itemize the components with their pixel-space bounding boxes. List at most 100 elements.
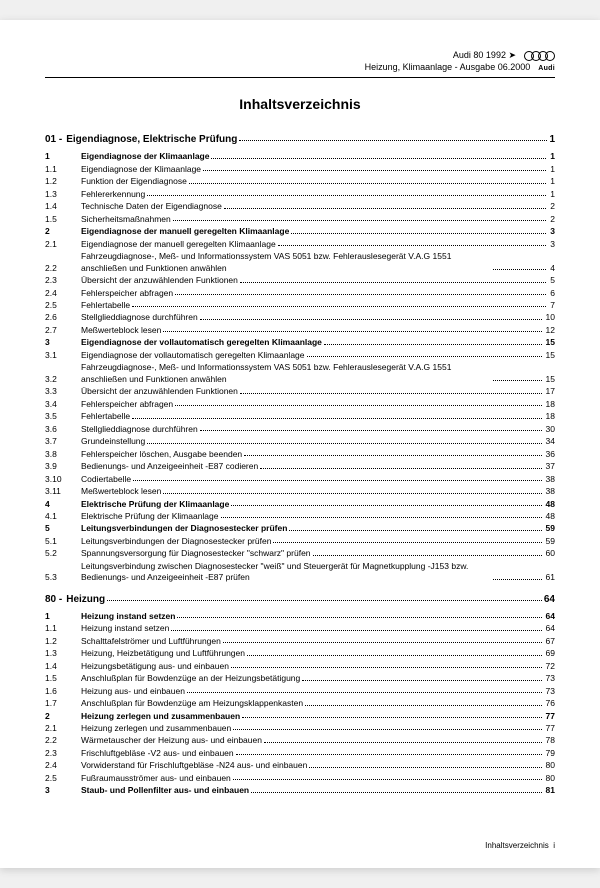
entry-title: Bedienungs- und Anzeigeeinheit -E87 codi… xyxy=(81,461,258,472)
toc-row: 2.3Übersicht der anzuwählenden Funktione… xyxy=(45,275,555,286)
entry-title: Stellglieddiagnose durchführen xyxy=(81,312,198,323)
leader-dots xyxy=(493,269,546,270)
entry-number: 2 xyxy=(45,226,81,237)
entry-page: 77 xyxy=(544,711,555,722)
entry-number: 2 xyxy=(45,711,81,722)
leader-dots xyxy=(147,195,546,196)
toc-row: 5Leitungsverbindungen der Diagnosestecke… xyxy=(45,523,555,534)
entry-page: 67 xyxy=(544,636,555,647)
entry-title: Stellglieddiagnose durchführen xyxy=(81,424,198,435)
entry-page: 15 xyxy=(544,350,555,361)
entry-number: 3.5 xyxy=(45,411,81,422)
entry-number: 3.2 xyxy=(45,374,81,385)
entry-page: 77 xyxy=(544,723,555,734)
leader-dots xyxy=(236,754,542,755)
entry-number: 5.3 xyxy=(45,572,81,583)
entry-number: 1.3 xyxy=(45,648,81,659)
entry-page: 78 xyxy=(544,735,555,746)
leader-dots xyxy=(260,468,541,469)
toc-row: 2.3Frischluftgebläse -V2 aus- und einbau… xyxy=(45,748,555,759)
entry-number: 1.4 xyxy=(45,661,81,672)
footer-label: Inhaltsverzeichnis xyxy=(485,841,549,850)
entry-title: Fehlertabelle xyxy=(81,300,130,311)
entry-title: Leitungsverbindung zwischen Diagnosestec… xyxy=(81,561,491,584)
entry-page: 80 xyxy=(544,773,555,784)
header-model: Audi 80 1992 ➤ xyxy=(453,50,516,62)
toc-row: 3Eigendiagnose der vollautomatisch gereg… xyxy=(45,337,555,348)
entry-title: Eigendiagnose der vollautomatisch gerege… xyxy=(81,350,305,361)
toc-row: 1Eigendiagnose der Klimaanlage1 xyxy=(45,151,555,162)
entry-page: 61 xyxy=(544,572,555,583)
entry-page: 15 xyxy=(544,374,555,385)
leader-dots xyxy=(187,692,542,693)
toc-row: 3.10Codiertabelle38 xyxy=(45,474,555,485)
leader-dots xyxy=(189,183,546,184)
chapter-page: 64 xyxy=(544,594,555,605)
toc-row: 3.7Grundeinstellung34 xyxy=(45,436,555,447)
entry-number: 2.2 xyxy=(45,735,81,746)
entry-number: 2.1 xyxy=(45,723,81,734)
entry-title: Heizung instand setzen xyxy=(81,623,169,634)
entry-number: 1.3 xyxy=(45,189,81,200)
entry-title: Fahrzeugdiagnose-, Meß- und Informations… xyxy=(81,251,491,274)
toc-row: 2.4Vorwiderstand für Frischluftgebläse -… xyxy=(45,760,555,771)
toc-row: 2.6Stellglieddiagnose durchführen10 xyxy=(45,312,555,323)
toc-row: 1.3Heizung, Heizbetätigung und Luftführu… xyxy=(45,648,555,659)
entry-page: 37 xyxy=(544,461,555,472)
entry-number: 4 xyxy=(45,499,81,510)
leader-dots xyxy=(224,208,546,209)
toc-row: 3Staub- und Pollenfilter aus- und einbau… xyxy=(45,785,555,796)
entry-page: 79 xyxy=(544,748,555,759)
entry-title: Heizung zerlegen und zusammenbauen xyxy=(81,711,240,722)
entry-page: 2 xyxy=(548,214,555,225)
leader-dots xyxy=(233,729,541,730)
entry-title: Spannungsversorgung für Diagnosestecker … xyxy=(81,548,311,559)
leader-dots xyxy=(289,530,541,531)
entry-number: 3.9 xyxy=(45,461,81,472)
footer-page-number: i xyxy=(553,841,555,850)
entry-page: 34 xyxy=(544,436,555,447)
chapter-title: Heizung xyxy=(66,594,105,605)
leader-dots xyxy=(177,617,541,618)
entry-number: 5 xyxy=(45,523,81,534)
toc-row: 4Elektrische Prüfung der Klimaanlage48 xyxy=(45,499,555,510)
page-title: Inhaltsverzeichnis xyxy=(45,96,555,112)
entry-title: Sicherheitsmaßnahmen xyxy=(81,214,171,225)
entry-title: Elektrische Prüfung der Klimaanlage xyxy=(81,511,219,522)
entry-page: 30 xyxy=(544,424,555,435)
leader-dots xyxy=(240,393,542,394)
entry-page: 1 xyxy=(548,151,555,162)
entry-page: 18 xyxy=(544,411,555,422)
leader-dots xyxy=(171,630,541,631)
entry-number: 2.2 xyxy=(45,263,81,274)
entry-page: 80 xyxy=(544,760,555,771)
toc-row: 3.11Meßwerteblock lesen38 xyxy=(45,486,555,497)
entry-page: 1 xyxy=(548,176,555,187)
toc-row: 2Eigendiagnose der manuell geregelten Kl… xyxy=(45,226,555,237)
toc-body: 01 -Eigendiagnose, Elektrische Prüfung11… xyxy=(45,134,555,796)
leader-dots xyxy=(244,455,541,456)
entry-title: Heizung instand setzen xyxy=(81,611,175,622)
entry-page: 48 xyxy=(544,511,555,522)
entry-number: 1 xyxy=(45,611,81,622)
leader-dots xyxy=(493,579,542,580)
leader-dots xyxy=(240,282,546,283)
entry-page: 81 xyxy=(544,785,555,796)
entry-title: Fehlertabelle xyxy=(81,411,130,422)
entry-number: 3.8 xyxy=(45,449,81,460)
toc-row: 2.2Wärmetauscher der Heizung aus- und ei… xyxy=(45,735,555,746)
leader-dots xyxy=(251,792,541,793)
leader-dots xyxy=(493,380,542,381)
entry-number: 5.2 xyxy=(45,548,81,559)
entry-page: 12 xyxy=(544,325,555,336)
entry-title: Leitungsverbindungen der Diagnosestecker… xyxy=(81,536,271,547)
toc-row: 3.1Eigendiagnose der vollautomatisch ger… xyxy=(45,350,555,361)
toc-row: 3.8Fehlerspeicher löschen, Ausgabe beend… xyxy=(45,449,555,460)
entry-title: Schalttafelströmer und Luftführungen xyxy=(81,636,221,647)
leader-dots xyxy=(132,418,541,419)
leader-dots xyxy=(309,767,541,768)
leader-dots xyxy=(107,600,542,601)
toc-row: 2.1Heizung zerlegen und zusammenbauen77 xyxy=(45,723,555,734)
entry-title: Fehlerspeicher löschen, Ausgabe beenden xyxy=(81,449,242,460)
entry-title: Funktion der Eigendiagnose xyxy=(81,176,187,187)
